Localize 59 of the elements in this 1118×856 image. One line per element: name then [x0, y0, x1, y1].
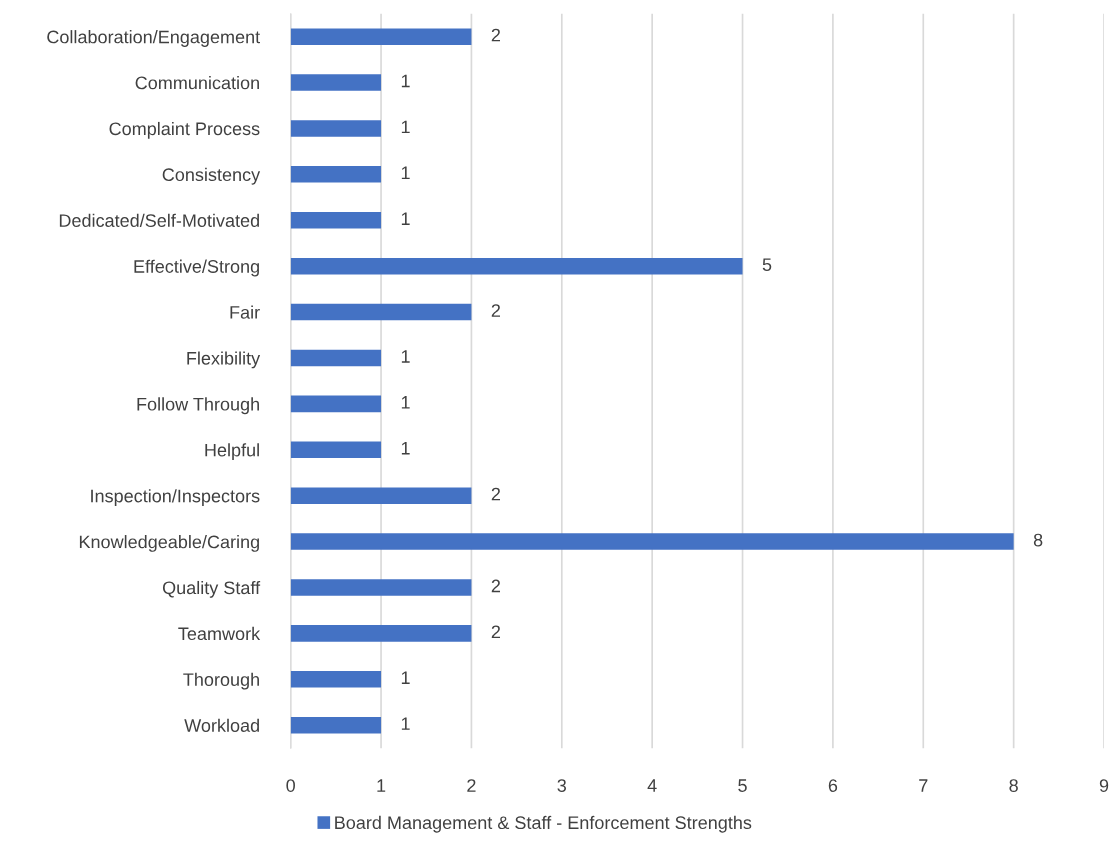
x-tick-label: 1	[377, 779, 386, 792]
x-tick-label: 6	[828, 779, 838, 792]
data-label: 8	[1033, 533, 1043, 547]
bar	[290, 716, 382, 734]
data-label: 1	[401, 212, 410, 225]
bar	[290, 212, 382, 229]
x-tick-label: 5	[738, 779, 747, 792]
data-label: 2	[491, 625, 500, 639]
x-tick-label: 2	[467, 779, 476, 792]
bar	[290, 625, 472, 642]
data-label: 2	[491, 579, 500, 593]
y-tick-label: Teamwork	[178, 626, 261, 641]
y-tick-label: Communication	[135, 76, 259, 90]
y-tick-label: Follow Through	[137, 397, 259, 415]
y-tick-label: Effective/Strong	[134, 259, 259, 277]
y-tick-label: Dedicated/Self-Motivated	[59, 213, 259, 227]
bar	[290, 487, 472, 504]
bar	[290, 579, 472, 596]
y-tick-label: Fair	[230, 305, 260, 319]
bar	[290, 441, 382, 459]
data-label: 1	[401, 120, 410, 134]
y-tick-label: Flexibility	[187, 351, 261, 369]
data-label: 1	[401, 166, 410, 180]
data-label: 5	[762, 258, 772, 272]
y-tick-label: Consistency	[162, 167, 261, 185]
data-label: 1	[401, 442, 410, 455]
x-tick-label: 3	[557, 779, 567, 792]
bar	[290, 303, 472, 321]
bar	[290, 120, 382, 137]
bar	[290, 349, 382, 367]
data-label: 1	[401, 350, 410, 363]
data-label: 2	[491, 304, 500, 317]
y-tick-label: Collaboration/Engagement	[47, 30, 261, 47]
bar	[290, 395, 382, 413]
x-tick-label: 7	[919, 779, 928, 792]
x-tick-label: 0	[286, 779, 295, 792]
y-tick-label: Thorough	[183, 672, 259, 690]
x-tick-label: 4	[647, 779, 657, 792]
y-tick-label: Complaint Process	[109, 121, 260, 139]
bar	[290, 533, 1014, 550]
data-label: 2	[491, 28, 500, 42]
data-label: 1	[401, 717, 410, 730]
bar	[290, 257, 743, 275]
y-tick-label: Inspection/Inspectors	[91, 489, 260, 506]
y-tick-label: Knowledgeable/Caring	[79, 535, 259, 552]
data-label: 2	[491, 487, 500, 501]
x-tick-label: 9	[1099, 779, 1109, 792]
y-tick-label: Quality Staff	[162, 580, 261, 598]
y-tick-label: Helpful	[205, 443, 259, 461]
data-label: 1	[401, 671, 410, 684]
bar	[290, 671, 382, 688]
bar	[290, 74, 382, 91]
bar	[290, 28, 472, 45]
legend-label: Board Management & Staff - Enforcement Strengths	[335, 815, 752, 833]
bar	[290, 166, 382, 183]
data-label: 1	[401, 396, 410, 409]
data-label: 1	[401, 74, 410, 88]
y-tick-label: Workload	[184, 718, 259, 732]
x-tick-label: 8	[1009, 779, 1018, 792]
